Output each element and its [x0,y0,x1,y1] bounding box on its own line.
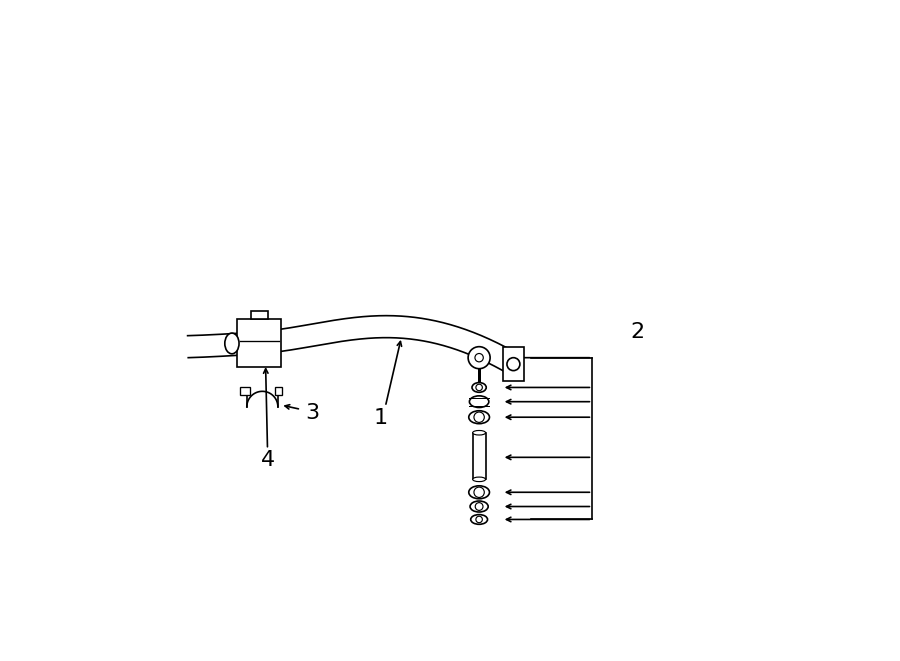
Bar [239,387,250,395]
Circle shape [474,487,484,498]
Ellipse shape [469,486,490,499]
Circle shape [476,384,482,391]
Ellipse shape [225,333,239,354]
Ellipse shape [470,501,488,512]
Polygon shape [239,316,517,372]
Ellipse shape [472,383,486,392]
Bar [237,319,281,368]
Bar [503,347,524,381]
Ellipse shape [472,430,486,435]
Ellipse shape [471,515,488,524]
Circle shape [476,516,482,523]
Text: 2: 2 [631,322,644,342]
Polygon shape [187,332,253,358]
Circle shape [468,346,490,369]
Text: 1: 1 [374,408,388,428]
Bar [472,433,486,479]
Ellipse shape [472,477,486,482]
Bar [274,387,283,395]
Circle shape [507,358,520,371]
Ellipse shape [469,410,490,424]
Text: 4: 4 [260,450,274,470]
Circle shape [475,354,483,362]
Text: 3: 3 [306,403,319,422]
Circle shape [475,502,483,510]
Bar [251,311,267,319]
Circle shape [474,412,484,422]
Ellipse shape [470,396,489,407]
